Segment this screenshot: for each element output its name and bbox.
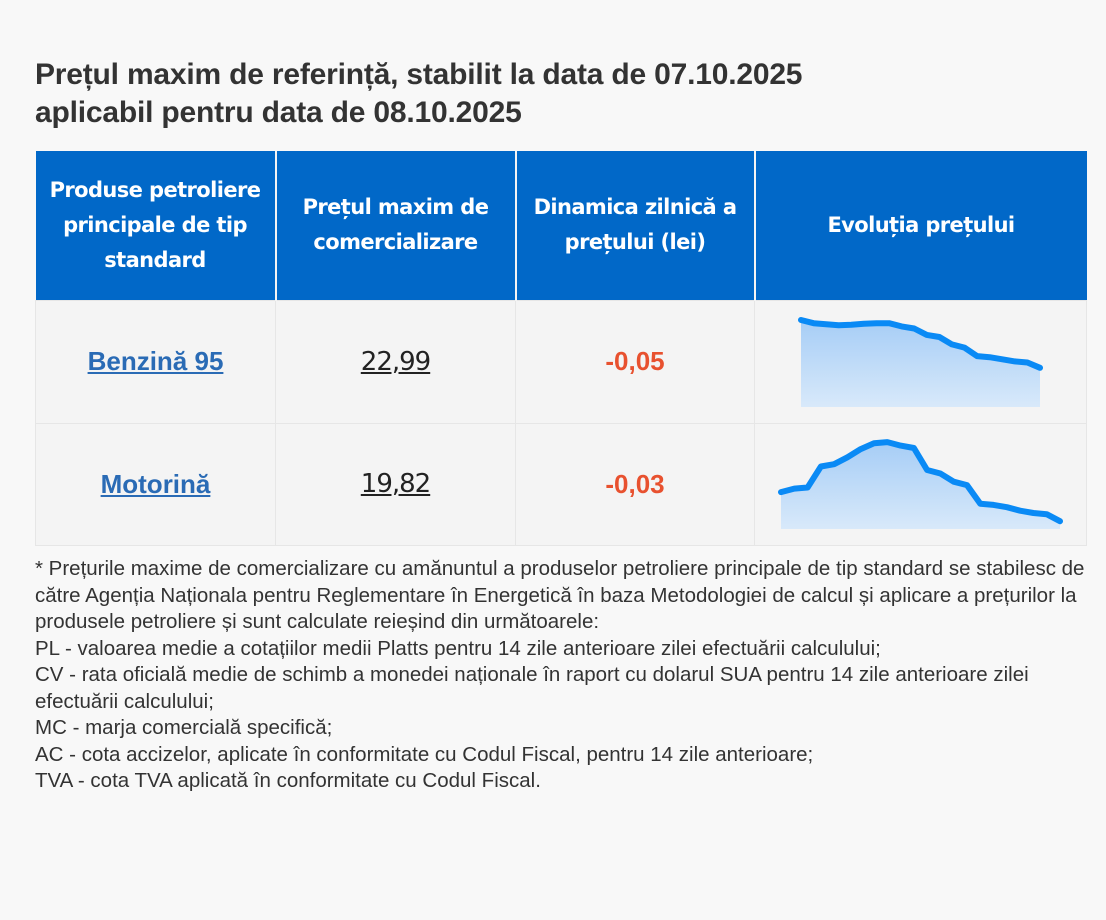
header-price-evolution: Evoluția prețului [753,151,1087,300]
price-link-benzina-95[interactable]: 22,99 [360,346,431,377]
daily-change-benzina-95: -0,05 [605,346,665,376]
header-max-price: Prețul maxim de comercializare [274,151,516,300]
footnote-intro: * Prețurile maxime de comercializare cu … [35,557,1085,633]
sparkline-area [801,319,1040,407]
sparkline-cell [754,422,1087,546]
header-products: Produse petroliere principale de tip sta… [35,151,276,300]
sparkline-cell [754,299,1087,424]
product-cell: Benzină 95 [35,299,276,424]
footnote-cv: CV - rata oficială medie de schimb a mon… [35,663,1029,713]
page-title-line-2: aplicabil pentru data de 08.10.2025 [35,96,522,129]
change-cell: -0,05 [515,299,755,424]
table-header-row: Produse petroliere principale de tip sta… [35,151,1087,300]
sparkline-line [798,316,1043,371]
product-link-benzina-95[interactable]: Benzină 95 [87,346,224,376]
daily-change-motorina: -0,03 [605,468,665,499]
page-title: Prețul maxim de referință, stabilit la d… [35,56,1075,132]
price-table: Produse petroliere principale de tip sta… [35,151,1087,546]
footnote-pl: PL - valoarea medie a cotațiilor medii P… [35,636,881,660]
price-cell: 22,99 [275,299,516,424]
page-title-line-1: Prețul maxim de referință, stabilit la d… [35,58,803,91]
product-link-motorina[interactable]: Motorină [100,468,211,499]
price-link-motorina[interactable]: 19,82 [360,469,431,499]
table-row: Benzină 95 22,99 -0,05 [35,299,1087,424]
sparkline-benzina-95[interactable] [755,302,1087,422]
header-daily-change: Dinamica zilnică a prețului (lei) [514,151,755,300]
sparkline-motorina[interactable] [755,424,1087,544]
footnote-mc: MC - marja comercială specifică; [35,716,333,739]
price-cell: 19,82 [275,422,516,546]
product-cell: Motorină [35,422,276,546]
footnote: * Prețurile maxime de comercializare cu … [35,556,1095,795]
sparkline-line [778,439,1063,525]
table-row: Motorină 19,82 -0,03 [35,422,1087,546]
footnote-ac: AC - cota accizelor, aplicate în conform… [35,742,814,766]
change-cell: -0,03 [515,422,755,546]
footnote-tva: TVA - cota TVA aplicată în conformitate … [35,769,541,792]
